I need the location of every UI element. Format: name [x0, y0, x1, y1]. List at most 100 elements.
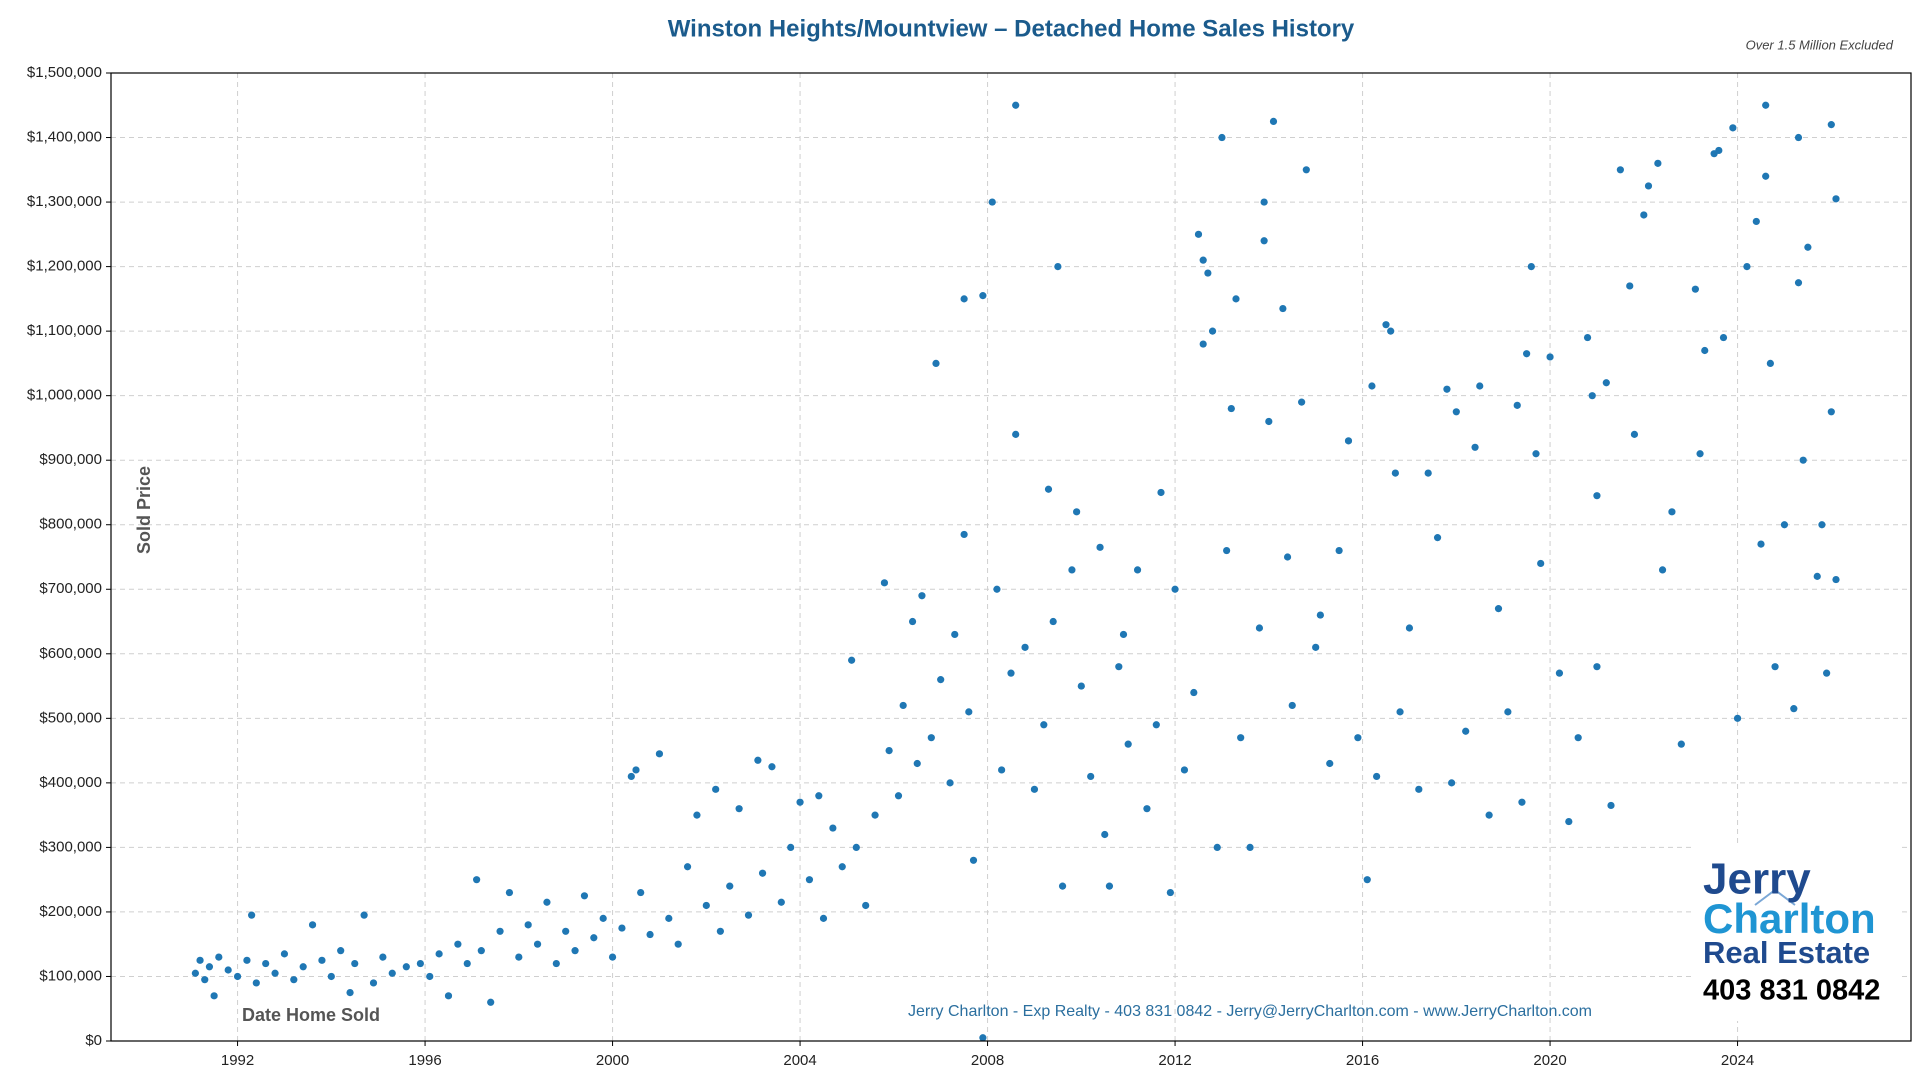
x-tick-label: 2012	[1158, 1052, 1191, 1069]
point	[754, 756, 762, 764]
point	[337, 947, 345, 955]
point	[562, 927, 570, 935]
point	[1513, 401, 1521, 409]
point	[744, 911, 753, 919]
point	[1668, 508, 1676, 516]
point	[946, 779, 954, 787]
y-tick-label: $1,000,000	[27, 387, 102, 404]
point	[1199, 256, 1207, 264]
x-tick-label: 2020	[1533, 1052, 1566, 1069]
point	[1124, 740, 1132, 748]
point	[693, 811, 701, 819]
point	[1588, 392, 1596, 400]
point	[1518, 798, 1526, 806]
point	[1194, 230, 1203, 238]
point	[1790, 705, 1798, 713]
point	[1368, 382, 1376, 390]
y-tick-label: $600,000	[39, 645, 102, 662]
point	[1405, 624, 1414, 632]
point	[1644, 182, 1653, 190]
point	[1583, 333, 1592, 342]
point	[590, 934, 598, 942]
point	[969, 856, 978, 864]
point	[683, 863, 692, 871]
logo-line1: Jerry	[1703, 855, 1811, 904]
point	[1152, 721, 1160, 729]
point	[543, 898, 551, 906]
point	[351, 959, 359, 968]
point	[426, 972, 434, 981]
point	[1448, 779, 1456, 787]
point	[1415, 785, 1423, 793]
point	[571, 947, 579, 955]
point	[1157, 488, 1165, 497]
point	[777, 898, 785, 906]
point	[1504, 708, 1512, 716]
point	[1823, 669, 1831, 677]
point	[454, 940, 462, 948]
point	[290, 976, 298, 984]
point	[1471, 443, 1479, 451]
point	[524, 921, 532, 929]
point	[1462, 727, 1470, 735]
point	[308, 921, 317, 929]
point	[487, 998, 495, 1006]
point	[515, 953, 523, 961]
point	[346, 989, 354, 997]
point	[838, 863, 846, 871]
logo-background	[1692, 843, 1898, 1021]
point	[473, 876, 481, 884]
point	[280, 950, 289, 958]
y-tick-label: $1,400,000	[27, 129, 102, 146]
point	[1218, 133, 1226, 142]
point	[1119, 630, 1128, 639]
point	[848, 656, 856, 664]
point	[1804, 243, 1812, 251]
point	[1696, 450, 1704, 458]
y-tick-label: $500,000	[39, 709, 102, 726]
point	[758, 869, 767, 877]
point	[960, 530, 968, 539]
point	[1827, 121, 1835, 129]
y-tick-label: $400,000	[39, 774, 102, 791]
point	[1054, 263, 1062, 271]
point	[1312, 643, 1320, 651]
point	[1171, 585, 1179, 593]
point	[1677, 740, 1685, 748]
point	[674, 940, 682, 948]
point	[580, 892, 589, 900]
point	[1096, 543, 1104, 551]
point	[191, 969, 199, 977]
point	[552, 959, 560, 968]
point	[1396, 708, 1404, 716]
point	[1012, 101, 1020, 109]
logo-line2: Charlton	[1703, 895, 1876, 942]
point	[1443, 385, 1451, 393]
point	[243, 956, 251, 964]
point	[435, 950, 443, 958]
point	[1335, 546, 1343, 555]
point	[1199, 340, 1207, 348]
point	[1813, 572, 1821, 580]
point	[248, 911, 256, 919]
point	[735, 805, 743, 813]
point	[1452, 408, 1460, 416]
point	[271, 969, 279, 977]
y-tick-label: $900,000	[39, 451, 102, 468]
point	[210, 992, 218, 1000]
points-layer	[191, 101, 1840, 1042]
point	[1827, 408, 1835, 416]
y-tick-label: $0	[85, 1032, 102, 1049]
point	[1752, 217, 1760, 226]
x-axis-label: Date Home Sold	[242, 1005, 380, 1025]
point	[1832, 575, 1840, 584]
point	[1658, 566, 1667, 574]
point	[496, 927, 504, 935]
point	[1719, 333, 1728, 342]
point	[1593, 663, 1601, 671]
point	[1040, 721, 1048, 729]
point	[1794, 279, 1803, 287]
point	[918, 592, 926, 600]
x-tick-label: 1996	[408, 1052, 441, 1069]
point	[1733, 714, 1742, 722]
